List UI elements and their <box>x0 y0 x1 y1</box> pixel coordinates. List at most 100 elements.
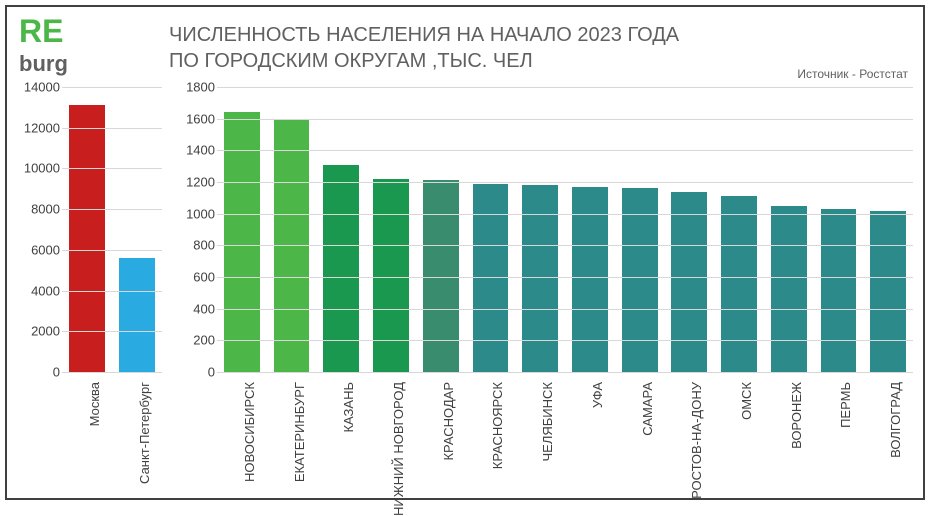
y-tick-label: 1000 <box>186 206 215 221</box>
chart-container: RE burg ЧИСЛЕННОСТЬ НАСЕЛЕНИЯ НА НАЧАЛО … <box>5 5 925 500</box>
x-label: ЕКАТЕРИНБУРГ <box>292 382 307 482</box>
bar <box>771 206 807 372</box>
x-label-slot: КАЗАНЬ <box>316 377 366 487</box>
x-label: ЧЕЛЯБИНСК <box>540 382 555 461</box>
x-label: РОСТОВ-НА-ДОНУ <box>689 382 704 499</box>
grid-line <box>217 245 913 246</box>
logo-text-1: RE <box>19 13 63 49</box>
x-label-slot: ЧЕЛЯБИНСК <box>515 377 565 487</box>
bar <box>671 192 707 373</box>
x-label-slot: ВОРОНЕЖ <box>764 377 814 487</box>
y-tick-label: 1800 <box>186 80 215 95</box>
grid-line <box>62 250 162 251</box>
title-line-1: ЧИСЛЕННОСТЬ НАСЕЛЕНИЯ НА НАЧАЛО 2023 ГОД… <box>169 22 679 48</box>
x-label-slot: НИЖНИЙ НОВГОРОД <box>366 377 416 487</box>
bar-slot <box>515 87 565 372</box>
grid-line <box>217 214 913 215</box>
grid-line <box>62 168 162 169</box>
grid-line <box>217 277 913 278</box>
bar-slot <box>615 87 665 372</box>
x-label-slot: РОСТОВ-НА-ДОНУ <box>664 377 714 487</box>
x-label: КРАСНОЯРСК <box>490 382 505 469</box>
bar <box>721 196 757 372</box>
x-label: ОМСК <box>739 382 754 420</box>
y-tick-label: 4000 <box>31 283 60 298</box>
bar <box>821 209 857 372</box>
right-x-labels: НОВОСИБИРСК ЕКАТЕРИНБУРГ КАЗАНЬНИЖНИЙ НОВГ… <box>217 377 913 487</box>
bar-slot <box>366 87 416 372</box>
x-label-slot: ЕКАТЕРИНБУРГ <box>267 377 317 487</box>
chart-title: ЧИСЛЕННОСТЬ НАСЕЛЕНИЯ НА НАЧАЛО 2023 ГОД… <box>169 22 679 74</box>
y-tick-label: 0 <box>53 365 60 380</box>
bar <box>119 258 155 372</box>
x-label: Санкт-Петербург <box>137 382 152 484</box>
right-plot: 020040060080010001200140016001800 <box>172 87 913 372</box>
bar <box>622 188 658 372</box>
bar-slot <box>764 87 814 372</box>
y-tick-label: 8000 <box>31 202 60 217</box>
y-tick-label: 400 <box>193 301 215 316</box>
x-label-slot: ОМСК <box>714 377 764 487</box>
y-tick-label: 600 <box>193 270 215 285</box>
x-label: КРАСНОДАР <box>441 382 456 461</box>
y-tick-label: 1600 <box>186 111 215 126</box>
y-tick-label: 10000 <box>24 161 60 176</box>
x-label-slot: Москва <box>62 377 112 487</box>
x-label-slot: КРАСНОЯРСК <box>466 377 516 487</box>
y-tick-label: 6000 <box>31 242 60 257</box>
grid-line <box>217 119 913 120</box>
bar-slot <box>62 87 112 372</box>
grid-line <box>62 209 162 210</box>
grid-line <box>217 87 913 88</box>
bar-slot <box>814 87 864 372</box>
y-tick-label: 200 <box>193 333 215 348</box>
logo: RE burg <box>19 17 68 75</box>
x-label-slot: НОВОСИБИРСК <box>217 377 267 487</box>
y-tick-label: 14000 <box>24 80 60 95</box>
x-label: САМАРА <box>640 382 655 436</box>
left-x-labels: Москва Санкт-Петербург <box>62 377 162 487</box>
bar-slot <box>863 87 913 372</box>
chart-area: 02000400060008000100001200014000 МоскваС… <box>17 87 913 488</box>
x-label: НОВОСИБИРСК <box>242 382 257 482</box>
bar-slot <box>416 87 466 372</box>
title-line-2: ПО ГОРОДСКИМ ОКРУГАМ ,ТЫС. ЧЕЛ <box>169 48 679 74</box>
grid-line <box>62 331 162 332</box>
x-label-slot: ВОЛГОГРАД <box>863 377 913 487</box>
left-y-axis: 02000400060008000100001200014000 <box>17 87 62 372</box>
x-label: ВОРОНЕЖ <box>789 382 804 449</box>
x-label: УФА <box>590 382 605 408</box>
bar-slot <box>714 87 764 372</box>
grid-line <box>217 372 913 373</box>
y-tick-label: 800 <box>193 238 215 253</box>
grid-line <box>217 150 913 151</box>
x-label-slot: ПЕРМЬ <box>814 377 864 487</box>
bar <box>870 211 906 373</box>
grid-line <box>217 182 913 183</box>
x-label: ВОЛГОГРАД <box>888 382 903 458</box>
bar-slot <box>565 87 615 372</box>
grid-line <box>62 128 162 129</box>
x-label: Москва <box>87 382 102 426</box>
grid-line <box>217 309 913 310</box>
x-label: НИЖНИЙ НОВГОРОД <box>391 382 406 516</box>
grid-line <box>62 87 162 88</box>
bar <box>373 179 409 372</box>
y-tick-label: 1200 <box>186 175 215 190</box>
y-tick-label: 12000 <box>24 120 60 135</box>
right-panel: 020040060080010001200140016001800 НОВОСИ… <box>172 87 913 372</box>
x-label: ПЕРМЬ <box>838 382 853 428</box>
x-label-slot: САМАРА <box>615 377 665 487</box>
x-label-slot: Санкт-Петербург <box>112 377 162 487</box>
bar-slot <box>267 87 317 372</box>
bar-slot <box>217 87 267 372</box>
right-y-axis: 020040060080010001200140016001800 <box>172 87 217 372</box>
x-label-slot: КРАСНОДАР <box>416 377 466 487</box>
left-bars <box>62 87 162 372</box>
y-tick-label: 1400 <box>186 143 215 158</box>
left-panel: 02000400060008000100001200014000 МоскваС… <box>17 87 162 372</box>
grid-line <box>62 291 162 292</box>
bar-slot <box>112 87 162 372</box>
y-tick-label: 2000 <box>31 324 60 339</box>
bar-slot <box>466 87 516 372</box>
